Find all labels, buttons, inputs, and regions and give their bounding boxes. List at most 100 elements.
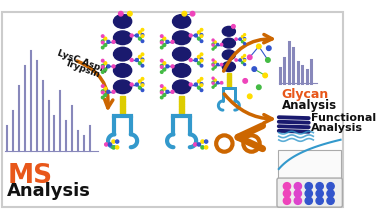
Ellipse shape (114, 15, 132, 28)
Circle shape (189, 34, 192, 37)
Circle shape (212, 44, 214, 46)
Circle shape (198, 86, 200, 89)
Text: MS: MS (7, 163, 52, 189)
Circle shape (135, 34, 138, 37)
Text: Glycan: Glycan (282, 88, 329, 101)
Circle shape (236, 135, 240, 140)
Circle shape (217, 43, 219, 46)
Circle shape (212, 48, 214, 50)
Circle shape (160, 64, 163, 67)
Circle shape (101, 46, 104, 49)
Circle shape (316, 197, 323, 204)
Circle shape (305, 197, 312, 204)
Circle shape (141, 28, 144, 31)
Bar (227, 79, 231, 81)
Circle shape (101, 35, 104, 37)
Circle shape (160, 90, 163, 92)
Circle shape (112, 140, 115, 143)
Circle shape (141, 78, 144, 80)
Circle shape (244, 39, 245, 41)
Circle shape (130, 83, 133, 86)
Circle shape (201, 146, 204, 149)
Bar (120, 114, 125, 116)
Circle shape (244, 58, 245, 60)
Circle shape (263, 73, 268, 78)
Circle shape (160, 40, 163, 42)
Circle shape (135, 58, 138, 62)
Circle shape (212, 68, 214, 70)
Bar (227, 86, 231, 88)
Circle shape (141, 53, 144, 56)
Circle shape (197, 143, 201, 146)
Circle shape (141, 84, 144, 87)
Ellipse shape (173, 64, 191, 77)
Circle shape (244, 43, 245, 45)
Bar (227, 77, 231, 79)
Circle shape (200, 78, 203, 80)
Circle shape (112, 40, 115, 43)
Circle shape (160, 85, 163, 87)
Bar (227, 81, 231, 82)
Circle shape (241, 41, 244, 43)
Circle shape (119, 11, 123, 16)
Circle shape (220, 63, 223, 66)
Circle shape (212, 82, 214, 84)
Circle shape (189, 83, 192, 86)
Circle shape (171, 90, 174, 93)
Circle shape (217, 63, 219, 66)
Circle shape (130, 34, 133, 37)
Circle shape (305, 183, 312, 190)
Circle shape (194, 143, 197, 146)
Circle shape (101, 59, 104, 62)
Circle shape (104, 68, 107, 71)
Circle shape (163, 37, 166, 40)
Circle shape (101, 96, 104, 99)
Circle shape (212, 39, 214, 41)
Circle shape (327, 190, 334, 197)
Circle shape (141, 83, 144, 85)
Bar (120, 104, 125, 106)
Circle shape (266, 58, 270, 62)
Circle shape (200, 84, 203, 87)
Circle shape (101, 71, 104, 73)
Circle shape (283, 197, 291, 204)
Circle shape (294, 190, 301, 197)
Circle shape (108, 143, 111, 146)
Circle shape (327, 197, 334, 204)
Circle shape (200, 59, 203, 62)
Bar (227, 84, 231, 86)
Ellipse shape (173, 15, 191, 28)
Circle shape (200, 34, 203, 36)
Circle shape (138, 86, 141, 89)
Circle shape (220, 81, 223, 84)
Circle shape (241, 61, 244, 64)
Circle shape (294, 183, 301, 190)
Circle shape (112, 90, 115, 93)
Circle shape (198, 37, 200, 40)
Circle shape (235, 38, 237, 40)
Text: Analysis: Analysis (310, 123, 363, 133)
Circle shape (101, 91, 104, 94)
Circle shape (212, 59, 214, 61)
Circle shape (266, 46, 271, 50)
Circle shape (212, 63, 214, 65)
Circle shape (214, 41, 216, 43)
Circle shape (252, 67, 257, 71)
Ellipse shape (222, 38, 235, 48)
Circle shape (201, 140, 204, 143)
Circle shape (244, 38, 245, 40)
Circle shape (104, 87, 107, 90)
Circle shape (200, 35, 203, 37)
Ellipse shape (222, 26, 235, 36)
Circle shape (316, 190, 323, 197)
Circle shape (104, 94, 107, 96)
Circle shape (105, 143, 108, 146)
Circle shape (212, 77, 214, 79)
Circle shape (200, 58, 203, 61)
Circle shape (104, 44, 107, 46)
Ellipse shape (173, 80, 191, 94)
Ellipse shape (173, 31, 191, 45)
Ellipse shape (222, 62, 235, 72)
Circle shape (130, 58, 133, 62)
Circle shape (116, 146, 119, 149)
